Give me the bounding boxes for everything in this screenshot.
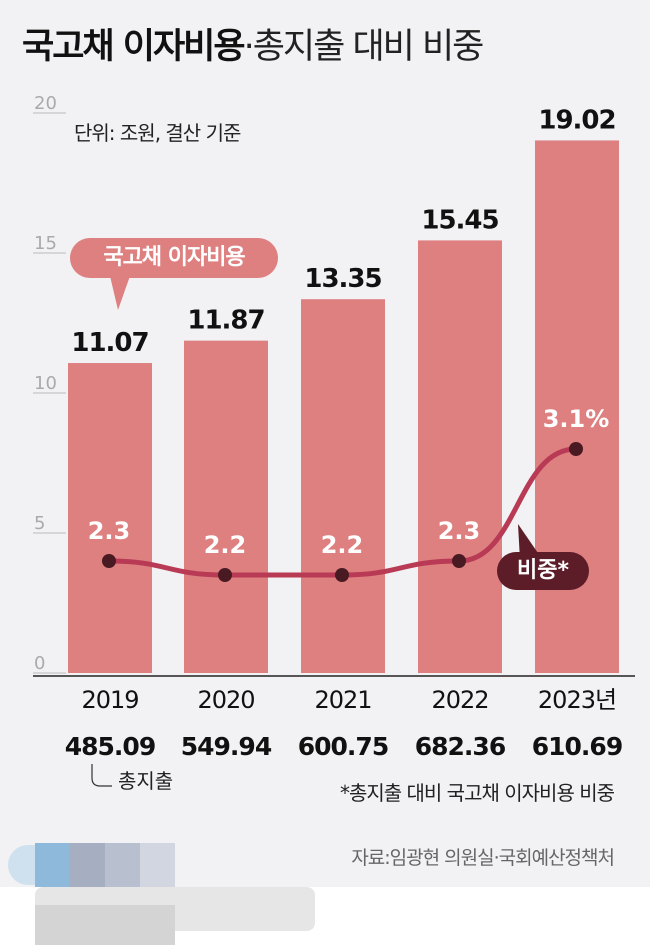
percent-label: 2.2 xyxy=(321,531,364,559)
bar-value-label: 13.35 xyxy=(304,264,381,294)
y-tick-label: 0 xyxy=(34,653,45,674)
total-spending-label: 총지출 xyxy=(118,769,174,793)
bar-value-label: 11.07 xyxy=(71,328,148,358)
total-spending-value: 485.09 xyxy=(65,732,155,761)
percent-dot xyxy=(102,554,116,568)
bar xyxy=(184,340,268,673)
bracket-line xyxy=(91,764,112,787)
total-spending-value: 610.69 xyxy=(532,732,622,761)
bar-value-label: 19.02 xyxy=(538,105,615,135)
footnote: *총지출 대비 국고채 이자비용 비중 xyxy=(339,781,615,805)
bar xyxy=(301,299,385,673)
x-tick-label: 2022 xyxy=(431,686,488,714)
percent-line xyxy=(106,446,579,578)
x-tick-label: 2021 xyxy=(314,686,371,714)
y-tick-label: 20 xyxy=(34,93,57,114)
title-main: 국고채 이자비용 xyxy=(22,27,246,67)
blurred-logo xyxy=(8,825,318,945)
total-spending-value: 682.36 xyxy=(415,732,506,761)
total-spending-value: 549.94 xyxy=(181,732,272,761)
y-tick-label: 15 xyxy=(34,233,57,254)
bar xyxy=(68,363,152,673)
percent-label: 2.3 xyxy=(438,517,481,545)
percent-dot xyxy=(218,568,232,582)
unit-note: 단위: 조원, 결산 기준 xyxy=(74,121,241,145)
percent-label: 2.2 xyxy=(204,531,247,559)
percent-label: 3.1% xyxy=(543,405,610,433)
y-tick-label: 10 xyxy=(34,373,57,394)
x-tick-label: 2020 xyxy=(197,686,254,714)
total-spending-value: 600.75 xyxy=(298,732,388,761)
y-tick-label: 5 xyxy=(34,513,45,534)
bubble-tail xyxy=(110,276,130,310)
chart-title: 국고채 이자비용·총지출 대비 비중 xyxy=(22,18,485,69)
percent-dot xyxy=(569,442,583,456)
bar-value-label: 15.45 xyxy=(421,205,498,235)
source-note: 자료:임광현 의원실·국회예산정책처 xyxy=(351,847,615,869)
x-tick-label: 2019 xyxy=(81,686,138,714)
bar-series-label: 국고채 이자비용 xyxy=(70,238,278,278)
line-series-label: 비중* xyxy=(497,552,589,590)
percent-dot xyxy=(335,568,349,582)
percent-dot xyxy=(452,554,466,568)
bubble-tail xyxy=(518,524,540,560)
x-tick-label: 2023년 xyxy=(538,686,616,714)
bar-value-label: 11.87 xyxy=(187,306,264,336)
bar xyxy=(418,240,502,673)
title-sub: ·총지출 대비 비중 xyxy=(243,27,485,67)
percent-label: 2.3 xyxy=(88,517,131,545)
